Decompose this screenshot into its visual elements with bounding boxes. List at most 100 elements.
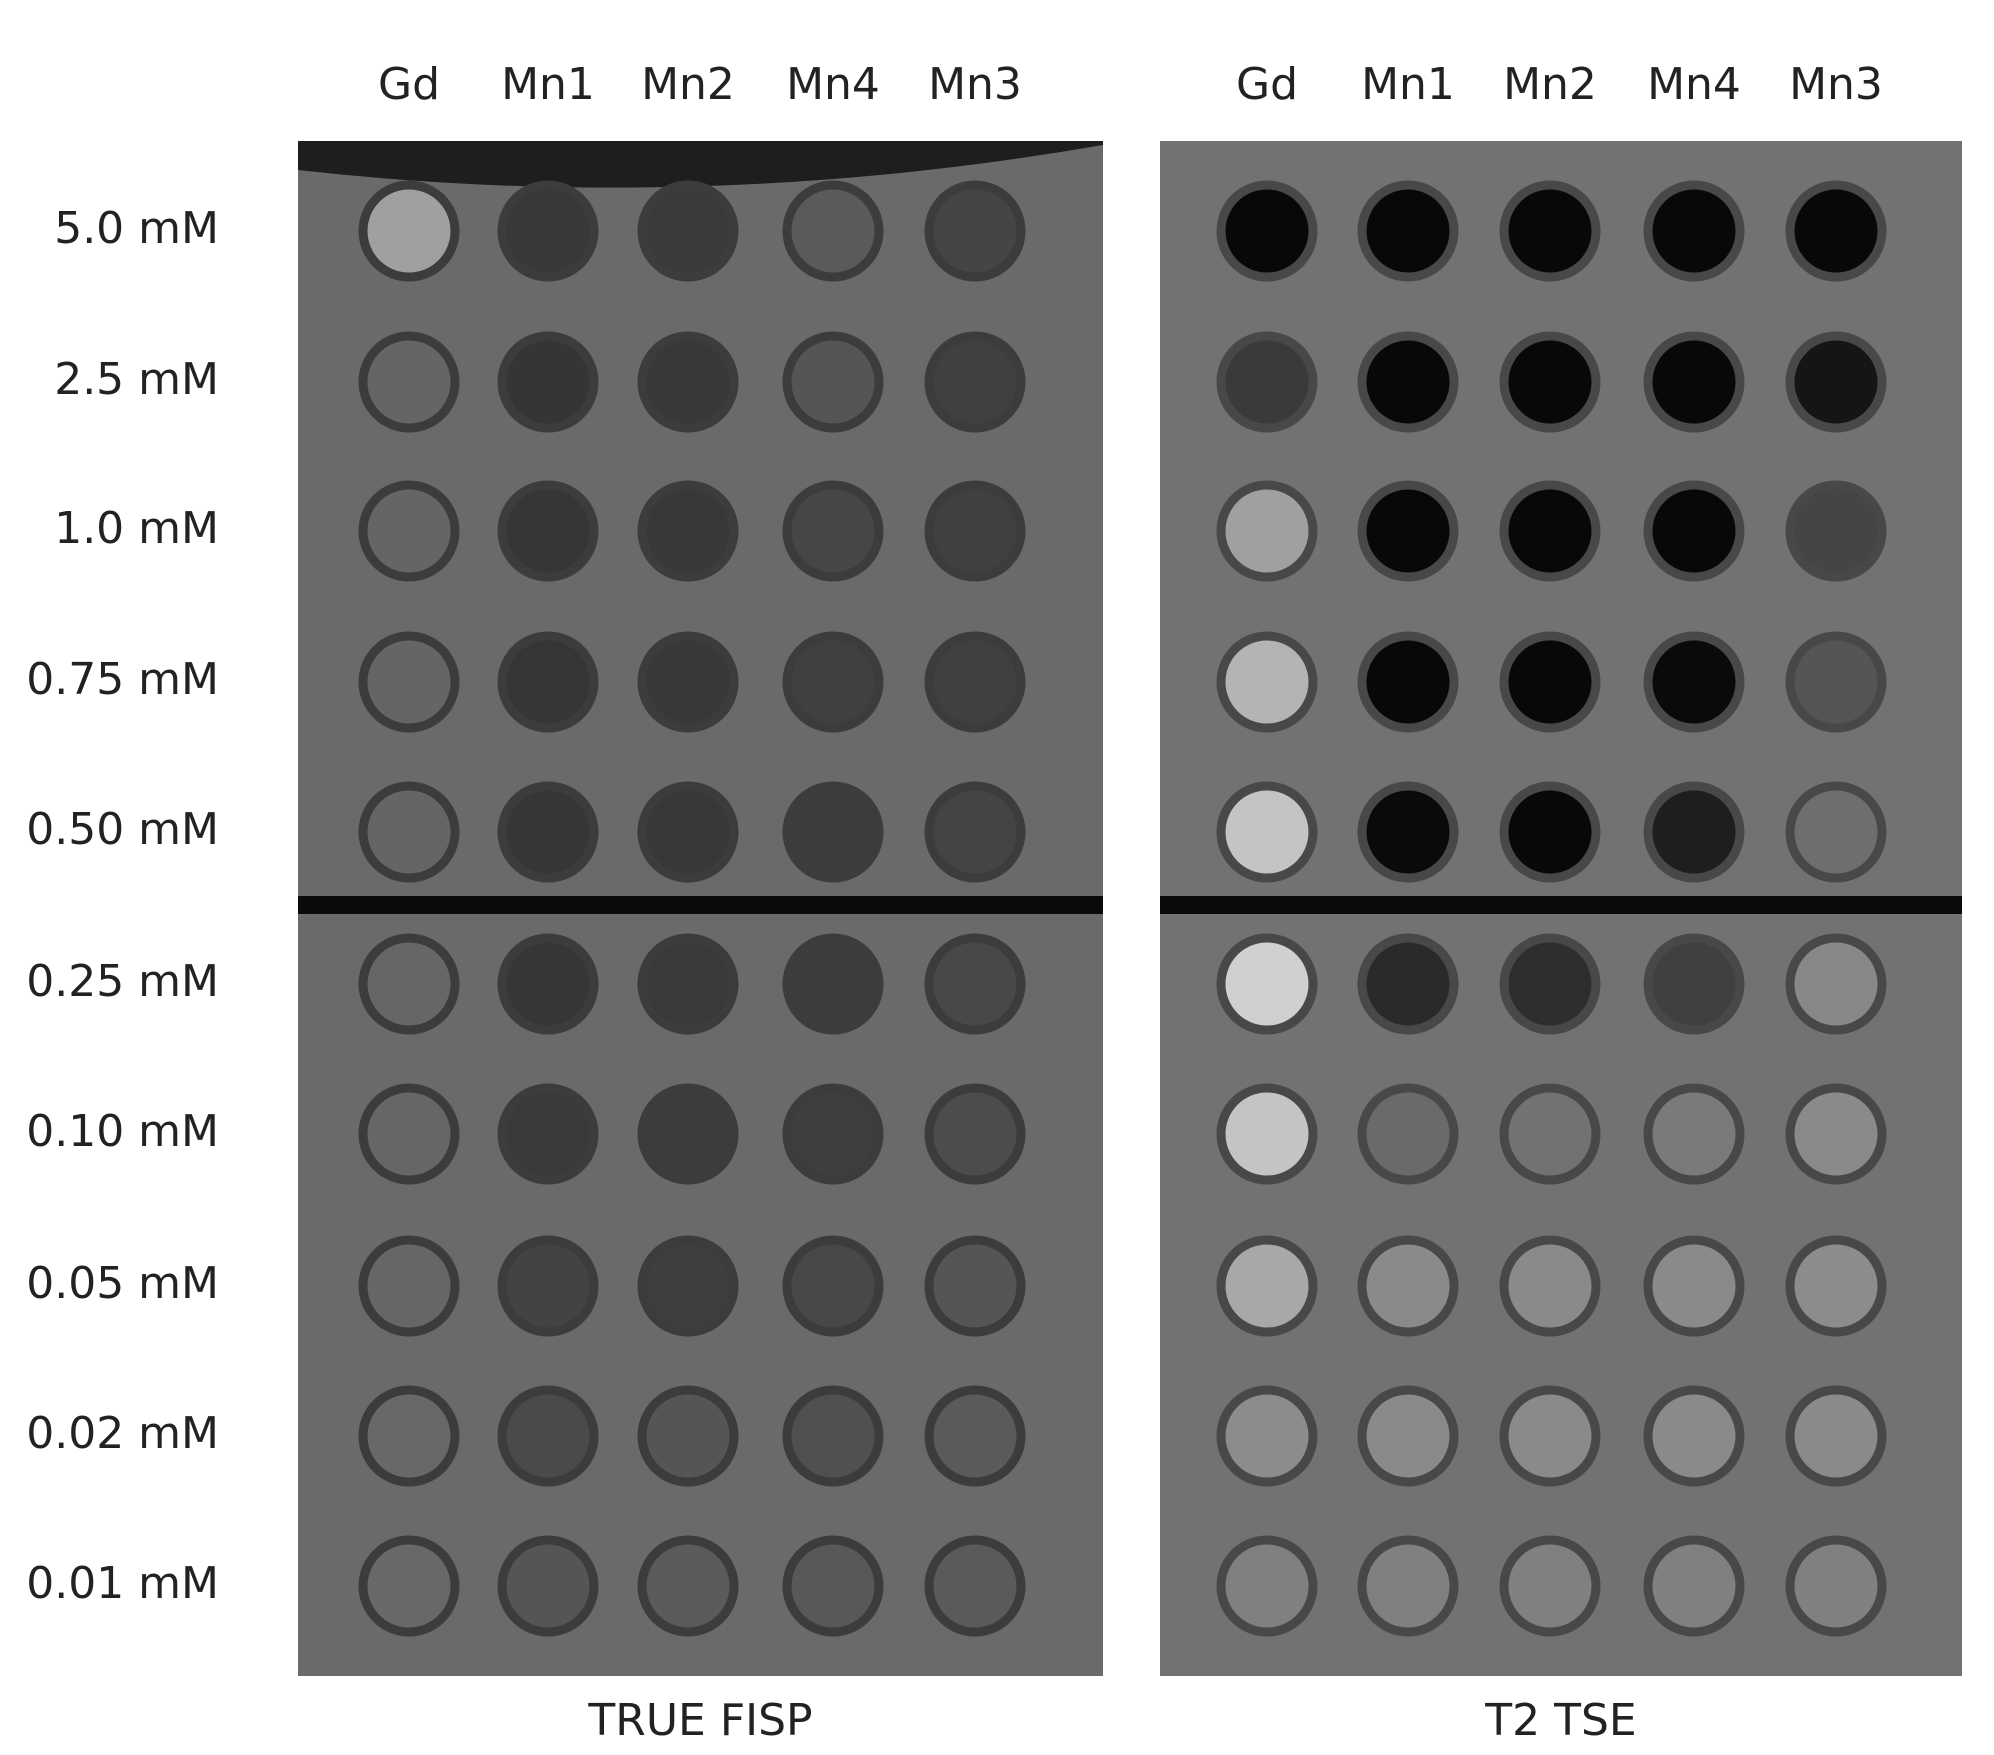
vial — [1785, 781, 1887, 883]
vial — [497, 933, 599, 1035]
vial — [1785, 1535, 1887, 1637]
vial — [1216, 1083, 1318, 1185]
vial — [1643, 1385, 1745, 1487]
vial — [1216, 1535, 1318, 1637]
vial — [637, 631, 739, 733]
vial — [1216, 933, 1318, 1035]
row-label: 0.25 mM — [26, 956, 219, 1007]
vial — [1499, 631, 1601, 733]
vial — [358, 331, 460, 433]
vial — [782, 631, 884, 733]
row-label: 0.75 mM — [26, 654, 219, 705]
vial — [358, 1385, 460, 1487]
column-label: Gd — [378, 59, 440, 110]
vial — [1499, 1083, 1601, 1185]
vial — [782, 933, 884, 1035]
vial — [1357, 1385, 1459, 1487]
vial — [1357, 331, 1459, 433]
vial — [782, 331, 884, 433]
vial — [924, 933, 1026, 1035]
vial — [1216, 781, 1318, 883]
vial — [1499, 331, 1601, 433]
vial — [782, 480, 884, 582]
vial — [637, 781, 739, 883]
vial — [637, 1235, 739, 1337]
vial — [637, 1083, 739, 1185]
vial — [1785, 1083, 1887, 1185]
vial — [782, 781, 884, 883]
vial — [358, 781, 460, 883]
vial — [924, 331, 1026, 433]
vial — [782, 1385, 884, 1487]
vial — [1643, 1535, 1745, 1637]
vial — [358, 1535, 460, 1637]
vial — [1357, 781, 1459, 883]
vial — [1785, 631, 1887, 733]
vial — [1357, 1535, 1459, 1637]
vial — [924, 781, 1026, 883]
divider-band — [298, 896, 1103, 914]
vial — [1357, 480, 1459, 582]
vial — [1785, 480, 1887, 582]
artifact — [298, 141, 1103, 188]
vial — [358, 180, 460, 282]
vial — [924, 480, 1026, 582]
vial — [1216, 631, 1318, 733]
vial — [1499, 1535, 1601, 1637]
vial — [1643, 1235, 1745, 1337]
vial — [637, 331, 739, 433]
column-label: Gd — [1236, 59, 1298, 110]
column-label: Mn2 — [641, 59, 735, 110]
vial — [1785, 933, 1887, 1035]
vial — [1643, 180, 1745, 282]
panel-title: T2 TSE — [1484, 1695, 1636, 1746]
vial — [358, 1235, 460, 1337]
vial — [358, 933, 460, 1035]
column-label: Mn4 — [1647, 59, 1741, 110]
row-label: 0.02 mM — [26, 1408, 219, 1459]
vial — [1216, 1385, 1318, 1487]
vial — [1785, 331, 1887, 433]
vial — [1499, 480, 1601, 582]
vial — [1785, 1235, 1887, 1337]
vial — [358, 631, 460, 733]
vial — [637, 1385, 739, 1487]
vial — [1499, 1235, 1601, 1337]
vial — [637, 933, 739, 1035]
vial — [1643, 933, 1745, 1035]
row-label: 5.0 mM — [54, 203, 219, 254]
vial — [782, 1083, 884, 1185]
vial — [1357, 631, 1459, 733]
column-label: Mn2 — [1503, 59, 1597, 110]
vial — [497, 1385, 599, 1487]
divider-band — [1160, 896, 1962, 914]
vial — [1499, 781, 1601, 883]
vial — [637, 480, 739, 582]
vial — [1357, 933, 1459, 1035]
vial — [924, 180, 1026, 282]
vial — [924, 1385, 1026, 1487]
column-label: Mn4 — [786, 59, 880, 110]
vial — [497, 1235, 599, 1337]
row-label: 1.0 mM — [54, 503, 219, 554]
vial — [1216, 180, 1318, 282]
vial — [1357, 1235, 1459, 1337]
vial — [924, 1535, 1026, 1637]
row-label: 0.10 mM — [26, 1106, 219, 1157]
vial — [497, 480, 599, 582]
vial — [1643, 781, 1745, 883]
vial — [782, 180, 884, 282]
vial — [637, 1535, 739, 1637]
vial — [1499, 1385, 1601, 1487]
vial — [1216, 480, 1318, 582]
vial — [1216, 331, 1318, 433]
vial — [1785, 180, 1887, 282]
vial — [1643, 331, 1745, 433]
vial — [1785, 1385, 1887, 1487]
vial — [1216, 1235, 1318, 1337]
vial — [497, 1535, 599, 1637]
vial — [1643, 480, 1745, 582]
column-label: Mn3 — [928, 59, 1022, 110]
